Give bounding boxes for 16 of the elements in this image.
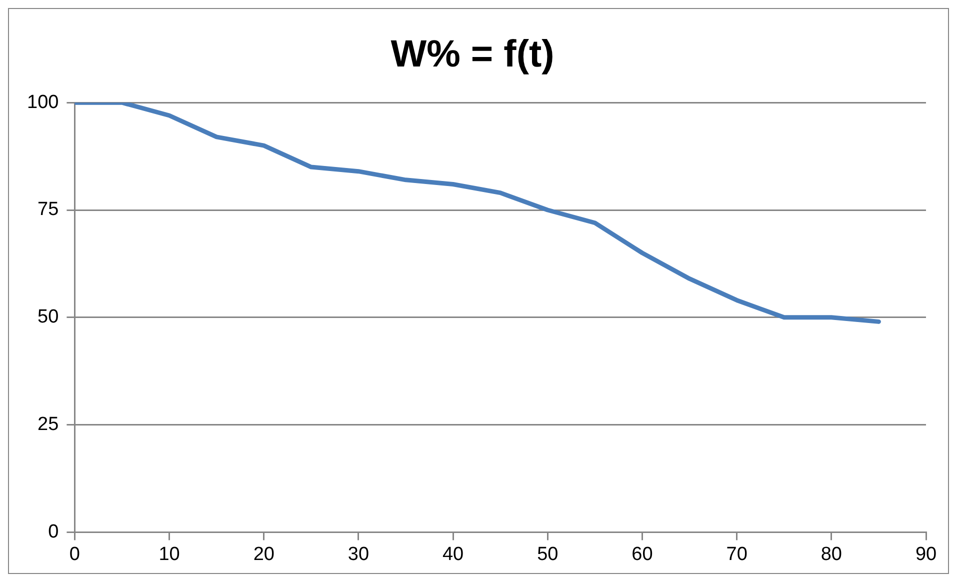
x-tick-label: 30 xyxy=(348,544,370,565)
x-tick-label: 70 xyxy=(726,544,748,565)
x-tick-label: 20 xyxy=(253,544,274,565)
x-tick-label: 10 xyxy=(158,544,180,565)
y-tick-label: 0 xyxy=(48,521,59,542)
x-tick-label: 50 xyxy=(537,544,558,565)
y-tick-label: 75 xyxy=(38,199,59,220)
y-tick-label: 25 xyxy=(38,414,59,436)
x-tick-label: 40 xyxy=(442,544,464,565)
x-tick-label: 80 xyxy=(820,544,842,565)
x-tick-label: 90 xyxy=(915,544,937,565)
y-tick-label: 50 xyxy=(38,306,59,328)
y-tick-label: 100 xyxy=(27,92,59,113)
chart-title: W% = f(t) xyxy=(390,33,554,76)
x-tick-label: 0 xyxy=(69,544,80,565)
x-tick-label: 60 xyxy=(632,544,653,565)
